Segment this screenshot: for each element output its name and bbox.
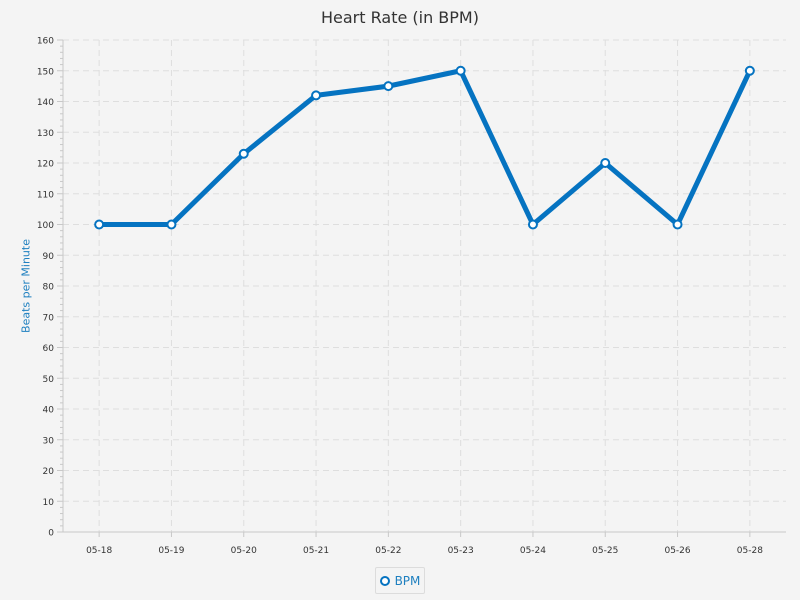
y-tick-label: 30 bbox=[43, 436, 55, 446]
y-tick-label: 120 bbox=[37, 160, 54, 170]
data-point-05-25[interactable] bbox=[600, 158, 611, 168]
series-layer bbox=[94, 65, 755, 230]
x-tick-label: 05-22 bbox=[375, 546, 401, 556]
y-tick-label: 40 bbox=[43, 406, 55, 416]
data-point-05-20[interactable] bbox=[238, 148, 249, 159]
data-point-05-22[interactable] bbox=[383, 81, 394, 92]
grid bbox=[63, 39, 786, 532]
legend-marker-bpm bbox=[379, 575, 390, 586]
x-tick-label: 05-25 bbox=[592, 546, 618, 556]
y-tick-label: 10 bbox=[43, 498, 55, 508]
x-tick-label: 05-19 bbox=[158, 546, 184, 556]
x-tick-label: 05-26 bbox=[664, 546, 690, 556]
y-tick-label: 100 bbox=[37, 221, 54, 231]
data-point-05-18[interactable] bbox=[94, 219, 105, 230]
data-point-05-19[interactable] bbox=[166, 219, 177, 230]
data-point-05-23[interactable] bbox=[455, 65, 466, 76]
y-tick-label: 20 bbox=[43, 467, 55, 477]
data-point-05-21[interactable] bbox=[311, 90, 322, 101]
y-tick-label: 110 bbox=[37, 190, 54, 200]
legend[interactable]: BPM bbox=[375, 567, 425, 594]
x-tick-label: 05-20 bbox=[231, 546, 257, 556]
y-tick-label: 60 bbox=[43, 344, 55, 354]
y-tick-label: 50 bbox=[43, 375, 55, 385]
axes: 0 10 20 30 40 50 60 70 80 90 100 110 120 130 140 150 160… bbox=[37, 37, 786, 556]
data-point-05-28[interactable] bbox=[744, 65, 755, 76]
data-point-05-26[interactable] bbox=[672, 219, 683, 230]
y-tick-label: 90 bbox=[43, 252, 55, 262]
x-tick-label: 05-24 bbox=[520, 546, 546, 556]
x-tick-label: 05-23 bbox=[448, 546, 474, 556]
x-tick-label: 05-18 bbox=[86, 546, 112, 556]
legend-label-bpm: BPM bbox=[394, 573, 421, 588]
y-tick-label: 70 bbox=[43, 313, 55, 323]
x-tick-label: 05-21 bbox=[303, 546, 329, 556]
y-tick-label: 140 bbox=[37, 98, 54, 108]
y-tick-label: 160 bbox=[37, 37, 54, 47]
chart-title: Heart Rate (in BPM) bbox=[321, 8, 479, 27]
series-line-bpm bbox=[96, 68, 753, 227]
y-tick-label: 80 bbox=[43, 283, 55, 293]
y-tick-label: 150 bbox=[37, 67, 54, 77]
x-tick-label: 05-28 bbox=[737, 546, 763, 556]
data-point-05-24[interactable] bbox=[527, 219, 538, 230]
y-tick-label: 0 bbox=[48, 529, 54, 539]
y-tick-label: 130 bbox=[37, 129, 54, 139]
